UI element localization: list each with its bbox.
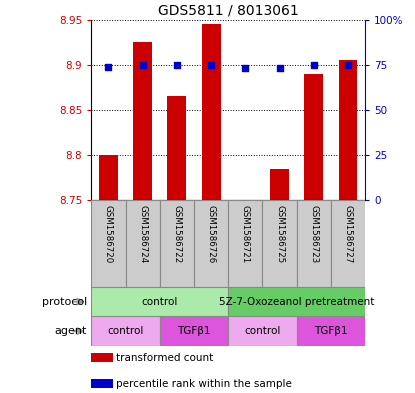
Text: GSM1586722: GSM1586722 <box>172 205 181 263</box>
Text: GSM1586720: GSM1586720 <box>104 205 113 263</box>
Bar <box>168 97 186 200</box>
Text: GSM1586721: GSM1586721 <box>241 205 250 263</box>
Text: GSM1586724: GSM1586724 <box>138 205 147 263</box>
Text: control: control <box>244 326 281 336</box>
Point <box>345 62 352 68</box>
Text: TGFβ1: TGFβ1 <box>177 326 211 336</box>
Point <box>208 62 215 68</box>
Bar <box>91 200 126 287</box>
Bar <box>99 155 118 200</box>
Text: transformed count: transformed count <box>116 353 213 363</box>
Bar <box>91 287 228 316</box>
Bar <box>228 287 365 316</box>
Text: protocol: protocol <box>42 297 87 307</box>
Text: percentile rank within the sample: percentile rank within the sample <box>116 378 292 389</box>
Bar <box>270 169 289 200</box>
Title: GDS5811 / 8013061: GDS5811 / 8013061 <box>158 3 299 17</box>
Text: GSM1586727: GSM1586727 <box>344 205 353 263</box>
Text: agent: agent <box>55 326 87 336</box>
Bar <box>91 379 113 388</box>
Point <box>105 64 112 70</box>
Bar <box>297 200 331 287</box>
Text: GSM1586723: GSM1586723 <box>309 205 318 263</box>
Point <box>139 62 146 68</box>
Text: GSM1586726: GSM1586726 <box>207 205 216 263</box>
Bar <box>305 74 323 200</box>
Text: control: control <box>142 297 178 307</box>
Bar <box>228 200 262 287</box>
Bar <box>202 24 220 200</box>
Text: GSM1586725: GSM1586725 <box>275 205 284 263</box>
Bar <box>228 316 297 346</box>
Bar <box>91 316 160 346</box>
Point <box>276 65 283 72</box>
Bar <box>133 42 152 200</box>
Bar <box>126 200 160 287</box>
Text: TGFβ1: TGFβ1 <box>314 326 348 336</box>
Point <box>310 62 317 68</box>
Bar <box>160 316 228 346</box>
Bar <box>194 200 228 287</box>
Bar <box>331 200 365 287</box>
Point <box>242 65 249 72</box>
Bar <box>339 61 357 200</box>
Text: control: control <box>107 326 144 336</box>
Bar <box>297 316 365 346</box>
Bar <box>91 353 113 362</box>
Bar <box>160 200 194 287</box>
Text: 5Z-7-Oxozeanol pretreatment: 5Z-7-Oxozeanol pretreatment <box>219 297 374 307</box>
Point <box>173 62 180 68</box>
Bar <box>263 200 297 287</box>
